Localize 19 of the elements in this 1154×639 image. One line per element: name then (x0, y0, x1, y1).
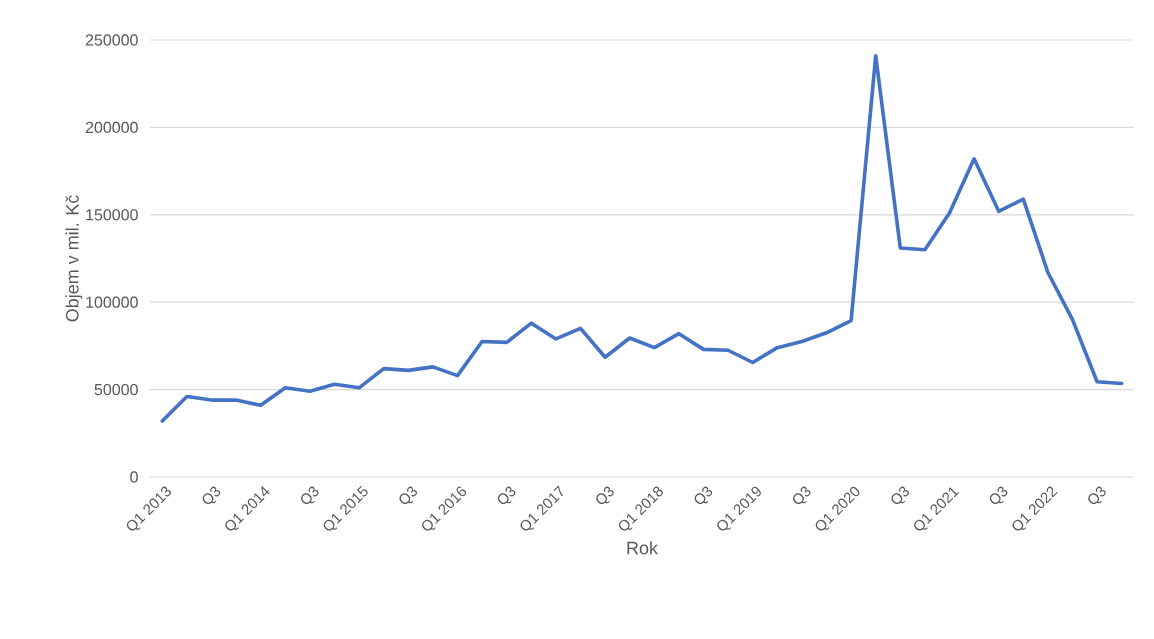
x-tick-label: Q3 (497, 486, 516, 505)
x-tick-label: Q3 (989, 486, 1008, 505)
x-tick-label: Q3 (596, 486, 614, 505)
x-tick-label: Q3 (694, 486, 713, 505)
y-tick-label: 100000 (86, 296, 138, 308)
y-tick-label: 250000 (85, 34, 138, 46)
x-tick-label: Q3 (202, 486, 221, 505)
x-tick-label: Q3 (1088, 486, 1106, 505)
x-axis-title: Rok (627, 541, 659, 555)
x-tick-label: Q3 (793, 486, 811, 505)
y-tick-label: 200000 (85, 121, 138, 134)
x-tick-label: Q3 (891, 486, 909, 505)
x-tick-label: Q3 (301, 486, 319, 505)
x-tick-label: Q3 (399, 486, 417, 505)
y-tick-label: 0 (130, 471, 138, 483)
y-axis-title: Objem v mil. Kč (65, 195, 83, 322)
line-series (160, 53, 1124, 423)
y-tick-label: 150000 (86, 209, 138, 221)
y-tick-label: 50000 (94, 383, 138, 396)
